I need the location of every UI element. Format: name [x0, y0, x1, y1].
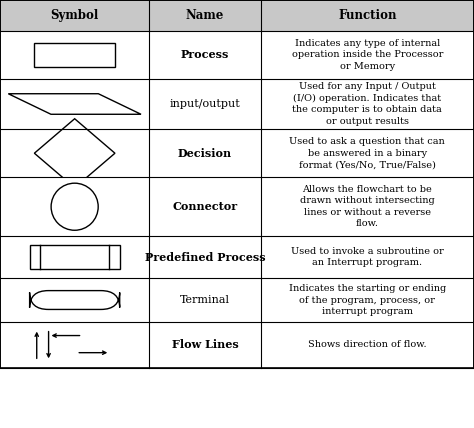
Bar	[0, 278, 474, 322]
Bar	[0, 31, 474, 79]
Text: Predefined Process: Predefined Process	[145, 252, 265, 263]
Text: Process: Process	[181, 49, 229, 60]
Text: Decision: Decision	[178, 148, 232, 159]
Bar	[0, 236, 474, 278]
Text: Indicates any type of internal
operation inside the Processor
or Memory: Indicates any type of internal operation…	[292, 39, 443, 71]
Bar	[34, 43, 115, 66]
Text: Allows the flowchart to be
drawn without intersecting
lines or without a reverse: Allows the flowchart to be drawn without…	[300, 185, 435, 229]
Text: Name: Name	[186, 9, 224, 22]
Text: Shows direction of flow.: Shows direction of flow.	[308, 340, 427, 350]
Bar	[0, 0, 474, 31]
Text: Used to ask a question that can
be answered in a binary
format (Yes/No, True/Fal: Used to ask a question that can be answe…	[290, 137, 445, 169]
Text: Terminal: Terminal	[180, 295, 230, 305]
Bar	[0, 129, 474, 177]
Text: input/output: input/output	[170, 99, 240, 109]
Text: Connector: Connector	[173, 201, 237, 212]
Text: Flow Lines: Flow Lines	[172, 339, 238, 351]
Text: Function: Function	[338, 9, 397, 22]
Bar	[0, 79, 474, 129]
Bar	[0, 177, 474, 236]
Bar	[0, 0, 474, 368]
Bar	[29, 246, 119, 269]
Bar	[0, 322, 474, 368]
Text: Used to invoke a subroutine or
an Interrupt program.: Used to invoke a subroutine or an Interr…	[291, 247, 444, 268]
Text: Used for any Input / Output
(I/O) operation. Indicates that
the computer is to o: Used for any Input / Output (I/O) operat…	[292, 82, 442, 126]
Text: Indicates the starting or ending
of the program, process, or
interrupt program: Indicates the starting or ending of the …	[289, 284, 446, 316]
Text: Symbol: Symbol	[51, 9, 99, 22]
